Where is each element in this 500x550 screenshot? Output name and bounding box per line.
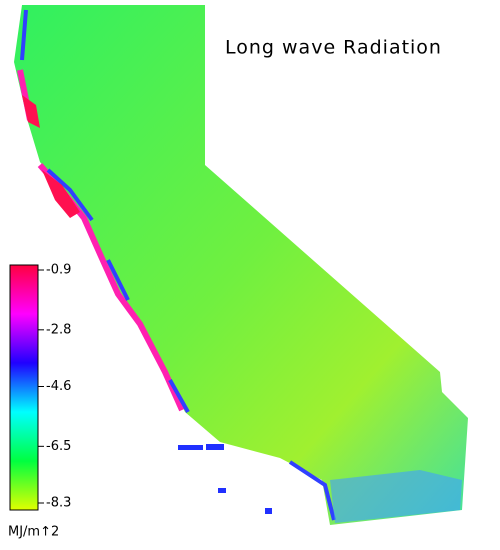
coast-band-blue [20,9,336,521]
tick-label: -6.5 [46,439,71,454]
coast-band-red [22,95,80,218]
islands [178,444,272,514]
tick-label: -2.8 [46,322,71,337]
colorbar-ticks: -0.9 -2.8 -4.6 -6.5 -8.3 [38,263,71,511]
tick-label: -0.9 [46,263,71,278]
map-title: Long wave Radiation [225,37,442,59]
southeast-blue [330,470,462,523]
colorbar [9,264,39,511]
unit-label: MJ/m↑2 [8,525,59,540]
california [14,5,468,525]
tick-label: -8.3 [46,496,71,511]
tick-label: -4.6 [46,379,71,394]
